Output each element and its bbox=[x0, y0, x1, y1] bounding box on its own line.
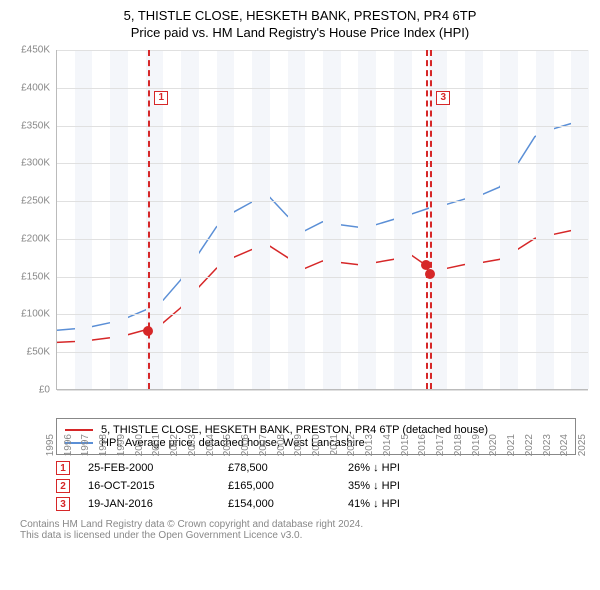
x-tick-label: 2015 bbox=[400, 434, 411, 456]
marker-box: 1 bbox=[154, 91, 168, 105]
x-tick-label: 2016 bbox=[417, 434, 428, 456]
y-tick-label: £450K bbox=[21, 45, 50, 56]
x-tick-label: 1997 bbox=[80, 434, 91, 456]
footer-licence: This data is licensed under the Open Gov… bbox=[20, 530, 590, 541]
marker-box: 3 bbox=[436, 91, 450, 105]
x-tick-label: 2012 bbox=[346, 434, 357, 456]
transaction-row: 2 16-OCT-2015£165,00035% ↓ HPI bbox=[56, 479, 576, 493]
transaction-diff: 41% ↓ HPI bbox=[348, 498, 468, 510]
x-tick-label: 2013 bbox=[364, 434, 375, 456]
y-tick-label: £150K bbox=[21, 271, 50, 282]
y-tick-label: £100K bbox=[21, 309, 50, 320]
x-tick-label: 2003 bbox=[187, 434, 198, 456]
y-tick-label: £200K bbox=[21, 233, 50, 244]
transaction-row: 3 19-JAN-2016£154,00041% ↓ HPI bbox=[56, 497, 576, 511]
y-tick-label: £400K bbox=[21, 82, 50, 93]
x-tick-label: 2021 bbox=[506, 434, 517, 456]
legend-swatch bbox=[65, 429, 93, 431]
transaction-point bbox=[425, 269, 435, 279]
x-tick-label: 2006 bbox=[240, 434, 251, 456]
x-tick-label: 2011 bbox=[329, 434, 340, 456]
chart: £0 £50K £100K £150K £200K £250K £300K £350K £400… bbox=[10, 50, 590, 410]
x-axis-labels: 1995199619971998199920002001200220032004… bbox=[56, 390, 588, 410]
transaction-price: £154,000 bbox=[228, 498, 348, 510]
transactions-table: 1 25-FEB-2000£78,50026% ↓ HPI 2 16-OCT-2015… bbox=[56, 461, 576, 511]
y-tick-label: £50K bbox=[27, 347, 50, 358]
x-tick-label: 2009 bbox=[293, 434, 304, 456]
x-tick-label: 2010 bbox=[311, 434, 322, 456]
chart-subtitle: Price paid vs. HM Land Registry's House … bbox=[10, 25, 590, 40]
transaction-date: 19-JAN-2016 bbox=[88, 498, 228, 510]
y-tick-label: £300K bbox=[21, 158, 50, 169]
x-tick-label: 1999 bbox=[116, 434, 127, 456]
y-tick-label: £350K bbox=[21, 120, 50, 131]
x-tick-label: 2000 bbox=[134, 434, 145, 456]
y-tick-label: £0 bbox=[39, 385, 50, 396]
transaction-price: £165,000 bbox=[228, 480, 348, 492]
transaction-date: 16-OCT-2015 bbox=[88, 480, 228, 492]
x-tick-label: 1995 bbox=[45, 434, 56, 456]
x-tick-label: 2002 bbox=[169, 434, 180, 456]
x-tick-label: 2018 bbox=[453, 434, 464, 456]
x-tick-label: 2022 bbox=[524, 434, 535, 456]
transaction-date: 25-FEB-2000 bbox=[88, 462, 228, 474]
transaction-number-box: 1 bbox=[56, 461, 70, 475]
x-tick-label: 2014 bbox=[382, 434, 393, 456]
transaction-diff: 26% ↓ HPI bbox=[348, 462, 468, 474]
x-tick-label: 2024 bbox=[559, 434, 570, 456]
x-tick-label: 2025 bbox=[577, 434, 588, 456]
x-tick-label: 2007 bbox=[258, 434, 269, 456]
x-tick-label: 2023 bbox=[542, 434, 553, 456]
transaction-number-box: 2 bbox=[56, 479, 70, 493]
transaction-price: £78,500 bbox=[228, 462, 348, 474]
transaction-diff: 35% ↓ HPI bbox=[348, 480, 468, 492]
x-tick-label: 2019 bbox=[471, 434, 482, 456]
x-tick-label: 2017 bbox=[435, 434, 446, 456]
transaction-vline bbox=[430, 50, 432, 389]
transaction-vline bbox=[148, 50, 150, 389]
plot-area: 13 bbox=[56, 50, 588, 390]
transaction-vline bbox=[426, 50, 428, 389]
transaction-point bbox=[143, 326, 153, 336]
x-tick-label: 2020 bbox=[488, 434, 499, 456]
transaction-number-box: 3 bbox=[56, 497, 70, 511]
x-tick-label: 1996 bbox=[63, 434, 74, 456]
y-tick-label: £250K bbox=[21, 196, 50, 207]
x-tick-label: 2008 bbox=[276, 434, 287, 456]
chart-title: 5, THISTLE CLOSE, HESKETH BANK, PRESTON,… bbox=[10, 8, 590, 23]
x-tick-label: 2004 bbox=[205, 434, 216, 456]
footer-copyright: Contains HM Land Registry data © Crown c… bbox=[20, 519, 590, 530]
transaction-row: 1 25-FEB-2000£78,50026% ↓ HPI bbox=[56, 461, 576, 475]
y-axis-labels: £0£50K£100K£150K£200K£250K£300K£350K£400… bbox=[10, 50, 54, 390]
x-tick-label: 2001 bbox=[151, 434, 162, 456]
x-tick-label: 2005 bbox=[222, 434, 233, 456]
x-tick-label: 1998 bbox=[98, 434, 109, 456]
